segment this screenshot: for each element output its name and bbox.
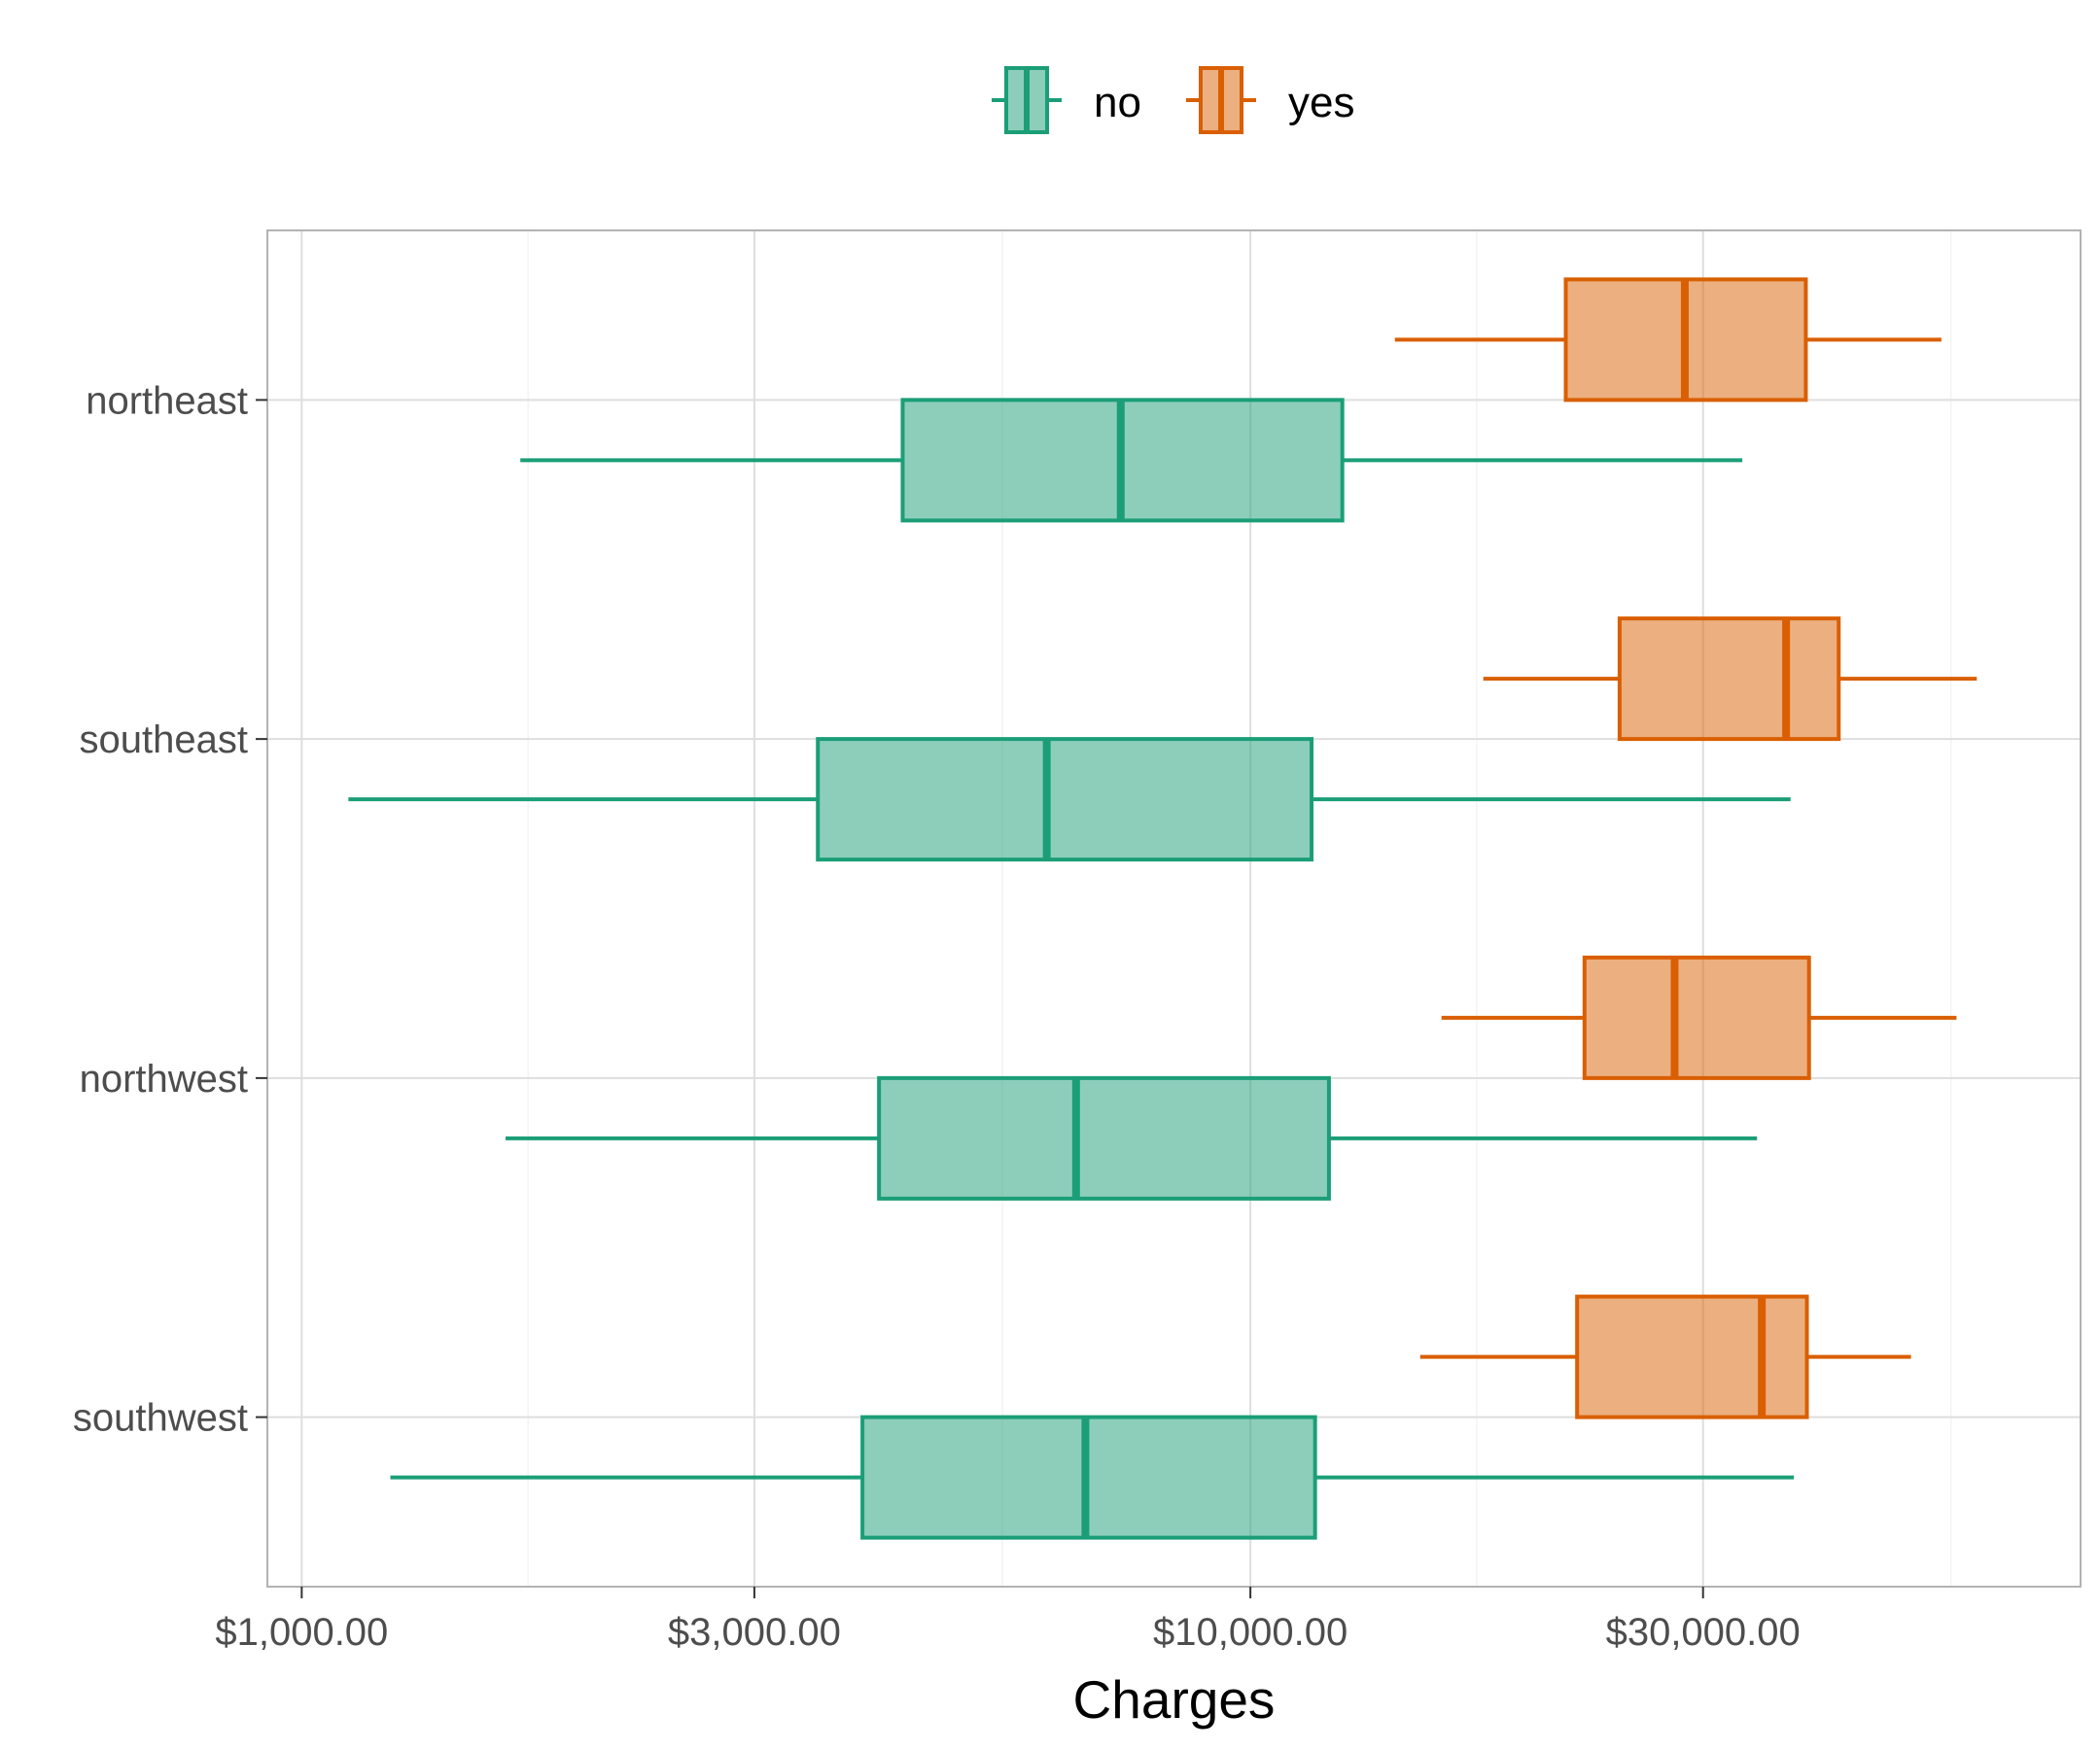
legend-key-yes	[1186, 66, 1256, 134]
box-yes-northeast	[1394, 277, 1942, 402]
iqr-box	[877, 1075, 1331, 1201]
box-no-southwest	[390, 1415, 1795, 1540]
iqr-box	[1582, 955, 1811, 1080]
y-tick-label-southwest: southwest	[73, 1397, 248, 1440]
x-tick-label: $10,000.00	[1153, 1611, 1348, 1654]
legend-label-no: no	[1094, 79, 1141, 126]
iqr-box	[1617, 616, 1841, 742]
boxes	[348, 277, 1978, 1540]
box-no-southeast	[348, 737, 1791, 862]
x-tick-label: $30,000.00	[1606, 1611, 1801, 1654]
legend-label-yes: yes	[1288, 79, 1354, 126]
legend: no yes	[992, 66, 1354, 134]
x-axis-title: Charges	[1073, 1669, 1276, 1730]
box-no-northeast	[520, 398, 1743, 523]
y-tick-label-southeast: southeast	[80, 718, 248, 761]
box-no-northwest	[505, 1075, 1758, 1201]
x-tick-label: $3,000.00	[668, 1611, 841, 1654]
iqr-box	[1575, 1294, 1809, 1419]
y-tick-label-northeast: northeast	[86, 379, 248, 422]
box-yes-southeast	[1483, 616, 1978, 742]
box-yes-northwest	[1441, 955, 1957, 1080]
panel-border	[266, 229, 2082, 1588]
iqr-box	[816, 737, 1314, 862]
x-tick-label: $1,000.00	[215, 1611, 388, 1654]
y-tick-label-northwest: northwest	[80, 1058, 248, 1101]
legend-key-no	[992, 66, 1062, 134]
box-yes-southwest	[1419, 1294, 1911, 1419]
axes: $1,000.00 $3,000.00 $10,000.00 $30,000.00 no…	[73, 379, 1801, 1654]
